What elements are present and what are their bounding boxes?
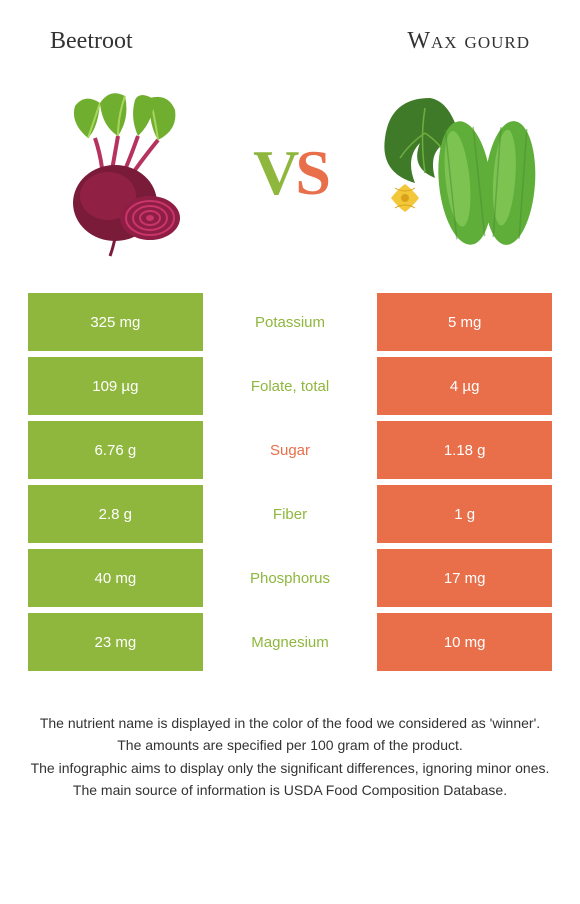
nutrient-label: Phosphorus bbox=[203, 549, 378, 607]
value-left: 40 mg bbox=[28, 549, 203, 607]
footer-line3: The infographic aims to display only the… bbox=[20, 758, 560, 778]
footer-line1: The nutrient name is displayed in the co… bbox=[20, 713, 560, 733]
table-row: 6.76 gSugar1.18 g bbox=[28, 421, 552, 479]
header: Beetroot Wax gourd bbox=[0, 0, 580, 73]
table-row: 23 mgMagnesium10 mg bbox=[28, 613, 552, 671]
footer-notes: The nutrient name is displayed in the co… bbox=[0, 677, 580, 800]
value-right: 17 mg bbox=[377, 549, 552, 607]
value-left: 23 mg bbox=[28, 613, 203, 671]
value-right: 5 mg bbox=[377, 293, 552, 351]
comparison-table: 325 mgPotassium5 mg 109 µgFolate, total4 … bbox=[0, 293, 580, 671]
nutrient-label: Fiber bbox=[203, 485, 378, 543]
table-row: 325 mgPotassium5 mg bbox=[28, 293, 552, 351]
title-right: Wax gourd bbox=[407, 28, 530, 55]
value-left: 325 mg bbox=[28, 293, 203, 351]
value-right: 1 g bbox=[377, 485, 552, 543]
nutrient-label: Magnesium bbox=[203, 613, 378, 671]
value-left: 109 µg bbox=[28, 357, 203, 415]
footer-line4: The main source of information is USDA F… bbox=[20, 780, 560, 800]
value-right: 10 mg bbox=[377, 613, 552, 671]
vs-s: S bbox=[295, 137, 327, 208]
value-left: 2.8 g bbox=[28, 485, 203, 543]
value-right: 4 µg bbox=[377, 357, 552, 415]
table-row: 109 µgFolate, total4 µg bbox=[28, 357, 552, 415]
hero-section: VS bbox=[0, 73, 580, 293]
table-row: 2.8 gFiber1 g bbox=[28, 485, 552, 543]
beetroot-illustration bbox=[40, 88, 210, 258]
nutrient-label: Sugar bbox=[203, 421, 378, 479]
wax-gourd-icon bbox=[370, 88, 540, 258]
beetroot-icon bbox=[40, 88, 210, 258]
nutrient-label: Folate, total bbox=[203, 357, 378, 415]
footer-line2: The amounts are specified per 100 gram o… bbox=[20, 735, 560, 755]
value-right: 1.18 g bbox=[377, 421, 552, 479]
value-left: 6.76 g bbox=[28, 421, 203, 479]
table-row: 40 mgPhosphorus17 mg bbox=[28, 549, 552, 607]
title-left: Beetroot bbox=[50, 28, 133, 55]
vs-v: V bbox=[253, 137, 295, 208]
nutrient-label: Potassium bbox=[203, 293, 378, 351]
vs-label: VS bbox=[253, 136, 327, 210]
wax-gourd-illustration bbox=[370, 88, 540, 258]
